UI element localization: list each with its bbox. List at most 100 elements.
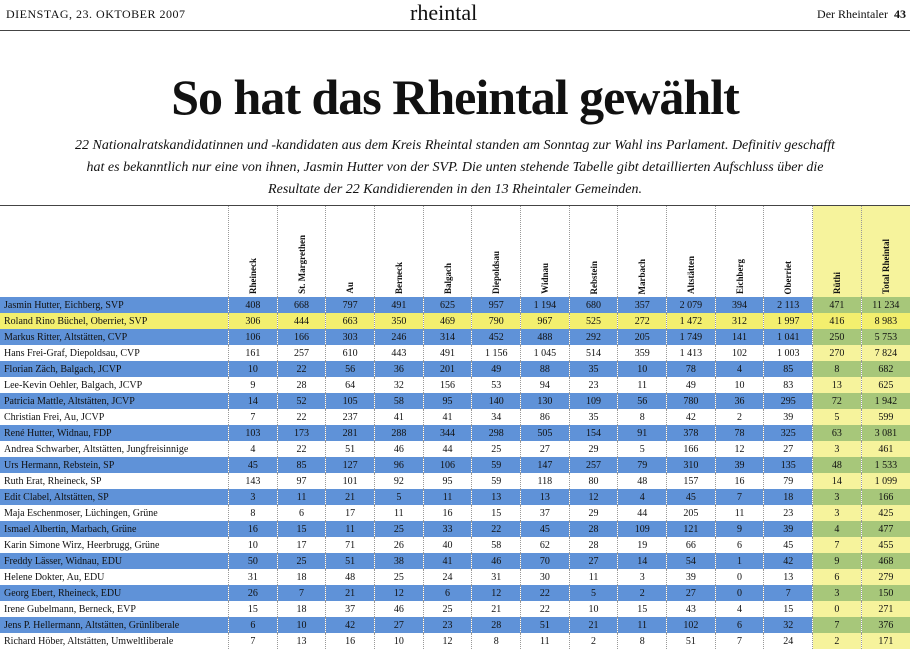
vote-count: 7 [714,633,764,649]
vote-count: 166 [666,441,716,457]
candidate-name: Richard Höber, Altstätten, Umweltliberal… [4,635,174,647]
vote-count: 469 [422,313,472,329]
vote-count: 154 [568,425,618,441]
candidate-name: René Hutter, Widnau, FDP [0,425,229,441]
vote-count: 28 [568,537,618,553]
vote-count: 408 [228,297,278,313]
vote-count: 42 [325,617,375,633]
column-label: Diepoldsau [491,250,502,294]
vote-count: 31 [471,569,521,585]
vote-count: 8 983 [860,313,910,329]
table-row: Roland Rino Büchel, Oberriet, SVP 306 444 6… [0,313,910,329]
vote-count: 1 003 [763,345,813,361]
vote-count: 468 [860,553,910,569]
vote-count: 24 [763,633,813,649]
vote-count: 88 [520,361,570,377]
table-row: Patricia Mattle, Altstätten, JCVP 14 52 105… [0,393,910,409]
vote-count: 682 [860,361,910,377]
vote-count: 3 [812,489,862,505]
vote-count: 0 [812,601,862,617]
candidate-name: Christian Frei, Au, JCVP [4,411,105,423]
vote-count: 15 [763,601,813,617]
vote-count: 514 [568,345,618,361]
intro-text: 22 Nationalratskandidatinnen und -kandid… [75,138,835,197]
vote-count: 51 [666,633,716,649]
vote-count: 150 [860,585,910,601]
vote-count: 147 [520,457,570,473]
column-label: Au [345,282,356,294]
vote-count: 41 [422,553,472,569]
candidate-name: Andrea Schwarber, Altstätten, Jungfreisi… [4,443,189,455]
vote-count: 5 [812,409,862,425]
vote-count: 292 [568,329,618,345]
vote-count: 29 [568,441,618,457]
vote-count: 48 [812,457,862,473]
vote-count: 5 [568,585,618,601]
vote-count: 46 [374,441,424,457]
column-header: Marbach [617,205,667,297]
vote-count: 39 [763,409,813,425]
vote-count: 157 [666,473,716,489]
vote-count: 85 [763,361,813,377]
vote-count: 135 [763,457,813,473]
vote-count: 44 [422,441,472,457]
vote-count: 9 [714,521,764,537]
vote-count: 780 [666,393,716,409]
vote-count: 27 [763,441,813,457]
vote-count: 4 [228,441,278,457]
column-header: Altstätten [666,205,716,297]
vote-count: 10 [714,377,764,393]
vote-count: 205 [666,505,716,521]
candidate-name: Maja Eschenmoser, Lüchingen, Grüne [4,507,158,519]
vote-count: 461 [860,441,910,457]
vote-count: 109 [617,521,667,537]
vote-count: 306 [228,313,278,329]
candidate-name: Helene Dokter, Au, EDU [4,571,105,583]
candidate-name: Karin Simone Wirz, Heerbrugg, Grüne [4,539,160,551]
vote-count: 50 [228,553,278,569]
vote-count: 1 041 [763,329,813,345]
vote-count: 79 [763,473,813,489]
vote-count: 43 [666,601,716,617]
vote-count: 25 [422,601,472,617]
vote-count: 51 [325,553,375,569]
vote-count: 161 [228,345,278,361]
vote-count: 797 [325,297,375,313]
column-label: Rüthi [831,271,842,294]
vote-count: 42 [763,553,813,569]
vote-count: 22 [276,361,326,377]
vote-count: 1 533 [860,457,910,473]
vote-count: 12 [568,489,618,505]
vote-count: 295 [763,393,813,409]
vote-count: 3 081 [860,425,910,441]
vote-count: 325 [763,425,813,441]
results-table: Rheineck St. Margrethen Au Berneck Balgach Di… [0,205,910,649]
vote-count: 94 [520,377,570,393]
candidate-name: Ismael Albertin, Marbach, Grüne [0,521,229,537]
vote-count: 28 [568,521,618,537]
vote-count: 25 [471,441,521,457]
vote-count: 279 [860,569,910,585]
vote-count: 83 [763,377,813,393]
vote-count: 166 [276,329,326,345]
vote-count: 46 [471,553,521,569]
vote-count: 1 045 [520,345,570,361]
vote-count: 45 [666,489,716,505]
vote-count: 5 [617,441,667,457]
vote-count: 3 [812,505,862,521]
vote-count: 16 [325,633,375,649]
table-row: René Hutter, Widnau, FDP 103 173 281 288 344 2… [0,425,910,441]
vote-count: 1 099 [860,473,910,489]
vote-count: 7 [228,409,278,425]
vote-count: 491 [374,297,424,313]
vote-count: 668 [276,297,326,313]
vote-count: 257 [568,457,618,473]
vote-count: 2 113 [763,297,813,313]
column-header: Rebstein [568,205,618,297]
vote-count: 680 [568,297,618,313]
vote-count: 10 [568,601,618,617]
vote-count: 23 [568,377,618,393]
vote-count: 49 [471,361,521,377]
headline: So hat das Rheintal gewählt [171,69,740,125]
vote-count: 130 [520,393,570,409]
